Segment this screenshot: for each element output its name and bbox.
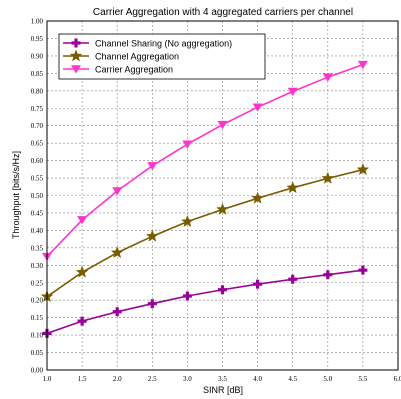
x-tick-label: 5.0	[323, 375, 332, 383]
y-tick-label: 0.80	[31, 87, 44, 95]
data-point	[147, 162, 158, 171]
data-point	[356, 162, 370, 176]
series-line	[46, 63, 364, 258]
y-tick-label: 0.95	[31, 35, 44, 43]
legend-box	[58, 33, 266, 80]
data-point	[322, 73, 333, 82]
grid	[46, 20, 399, 371]
series-1	[42, 265, 368, 338]
y-tick-label: 0.85	[31, 70, 44, 78]
series-line	[46, 168, 364, 298]
data-point	[77, 216, 88, 225]
x-axis-label: SINR [dB]	[203, 385, 243, 395]
data-point	[323, 270, 333, 280]
chart-title: Carrier Aggregation with 4 aggregated ca…	[93, 7, 353, 18]
x-tick-label: 3.5	[218, 375, 227, 383]
y-tick-label: 0.55	[31, 175, 44, 183]
y-tick-label: 0.45	[31, 209, 44, 217]
y-tick-label: 0.65	[31, 140, 44, 148]
legend-marker	[69, 49, 83, 62]
data-point	[77, 316, 87, 326]
legend-marker	[71, 38, 81, 48]
data-point	[288, 274, 298, 284]
data-point	[217, 120, 228, 130]
ticks: 1.0 1.5 2.0 2.5 3.0 3.5 4.0 4.5 5.0 5.5 6.0 0.00 0.0…	[31, 18, 401, 384]
legend: Channel Sharing (No aggregation) Channel …	[58, 33, 266, 80]
legend-label: Channel Sharing (No aggregation)	[95, 39, 232, 49]
y-tick-label: 0.00	[31, 367, 44, 375]
legend-label: Channel Aggregation	[95, 52, 179, 62]
legend-label: Carrier Aggregation	[95, 65, 173, 75]
y-tick-label: 0.75	[31, 105, 44, 113]
y-tick-label: 0.70	[31, 122, 44, 130]
y-tick-label: 0.35	[31, 244, 44, 252]
y-axis-label: Throughput [bits/s/Hz]	[11, 151, 21, 239]
plot-frame	[46, 20, 399, 371]
data-point	[357, 60, 368, 70]
data-point	[182, 291, 192, 301]
y-tick-label: 0.20	[31, 297, 44, 305]
data-point	[252, 103, 263, 112]
y-tick-label: 0.40	[31, 227, 44, 235]
y-tick-label: 0.15	[31, 314, 44, 322]
data-point	[110, 246, 124, 259]
y-tick-label: 0.30	[31, 262, 44, 270]
data-point	[145, 229, 159, 242]
x-tick-label: 4.0	[253, 375, 262, 383]
data-point	[181, 214, 194, 228]
data-point	[216, 202, 229, 215]
x-tick-label: 1.5	[78, 375, 87, 383]
legend-entry: Channel Aggregation	[63, 49, 179, 62]
data-point	[182, 140, 193, 149]
legend-entry: Channel Sharing (No aggregation)	[63, 38, 232, 49]
y-tick-label: 0.50	[31, 192, 44, 200]
legend-entry: Carrier Aggregation	[63, 65, 173, 75]
x-tick-label: 2.0	[113, 375, 122, 383]
series-2	[40, 162, 370, 303]
y-tick-label: 0.60	[31, 157, 44, 165]
y-tick-label: 0.05	[31, 349, 44, 357]
series-line	[46, 269, 364, 335]
x-tick-label: 4.5	[288, 375, 297, 383]
y-tick-label: 1.00	[31, 18, 44, 26]
y-tick-label: 0.10	[31, 332, 44, 340]
x-tick-label: 2.5	[148, 375, 157, 383]
data-point	[251, 191, 264, 204]
data-point	[286, 181, 300, 194]
data-point	[253, 279, 263, 289]
series-3	[42, 60, 368, 262]
x-tick-label: 3.0	[183, 375, 192, 383]
y-tick-label: 0.90	[31, 52, 44, 60]
y-tick-label: 0.25	[31, 279, 44, 287]
data-point	[112, 187, 123, 196]
data-point	[287, 87, 298, 96]
series-layer	[40, 60, 370, 338]
data-point	[218, 285, 227, 295]
legend-marker	[71, 65, 81, 74]
data-point	[358, 265, 368, 275]
data-point	[75, 265, 89, 278]
x-tick-label: 6.0	[394, 375, 401, 383]
x-tick-label: 1.0	[43, 375, 52, 383]
data-point	[112, 307, 122, 317]
data-point	[321, 171, 335, 184]
x-tick-label: 5.5	[359, 375, 368, 383]
data-point	[147, 299, 157, 309]
